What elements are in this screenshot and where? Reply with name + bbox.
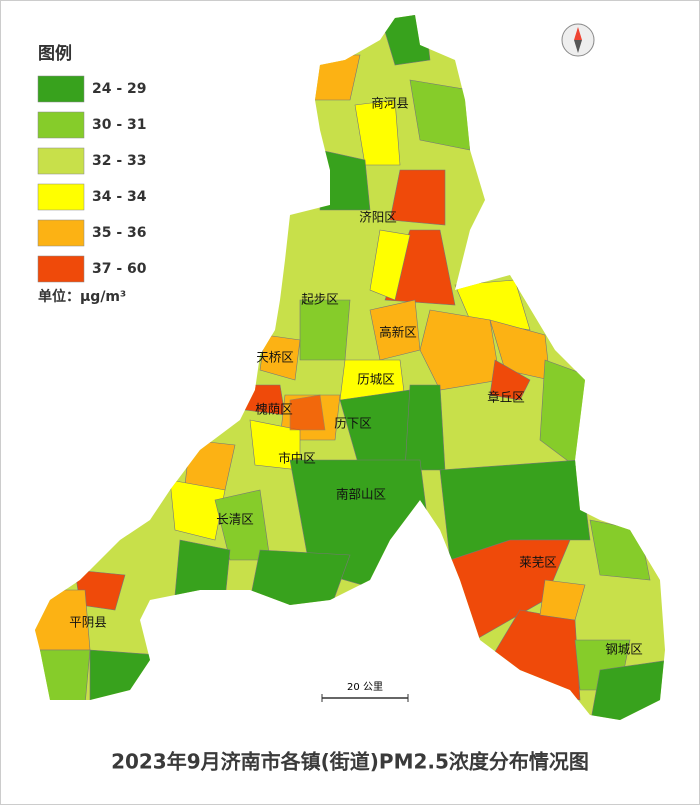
legend-label: 37 - 60: [92, 261, 147, 277]
legend-unit: 单位：μg/m³: [38, 288, 126, 305]
district-label: 商河县: [371, 96, 409, 111]
legend: 24 - 29 30 - 31 32 - 33 34 - 34 35 - 36 37 - …: [37, 75, 147, 283]
scale-bar: 20 公里: [321, 681, 409, 702]
legend-label: 34 - 34: [92, 189, 147, 205]
map-title: 2023年9月济南市各镇(街道)PM2.5浓度分布情况图: [111, 750, 589, 774]
legend-swatch: [37, 219, 85, 247]
district-label: 槐荫区: [255, 402, 293, 417]
legend-label: 30 - 31: [92, 117, 147, 133]
scale-label: 20 公里: [347, 681, 383, 693]
district-label: 南部山区: [336, 487, 386, 502]
legend-label: 24 - 29: [92, 81, 147, 97]
compass: [561, 23, 595, 57]
legend-swatch: [37, 111, 85, 139]
district-label: 济阳区: [359, 210, 397, 225]
legend-swatch: [37, 183, 85, 211]
legend-label: 35 - 36: [92, 225, 147, 241]
district-label: 莱芜区: [519, 555, 557, 570]
district-label: 市中区: [278, 451, 316, 466]
district-label: 章丘区: [487, 390, 525, 405]
district-label: 高新区: [379, 325, 417, 340]
legend-swatch: [37, 75, 85, 103]
district-label: 平阴县: [69, 615, 107, 630]
legend-title: 图例: [38, 43, 72, 64]
district-label: 历城区: [357, 372, 395, 387]
district-label: 长清区: [216, 512, 254, 527]
legend-swatch: [37, 147, 85, 175]
district-label: 天桥区: [256, 350, 294, 365]
district-label: 钢城区: [605, 642, 643, 657]
district-label: 起步区: [301, 292, 339, 307]
legend-label: 32 - 33: [92, 153, 147, 169]
district-label: 历下区: [334, 416, 372, 431]
legend-swatch: [37, 255, 85, 283]
